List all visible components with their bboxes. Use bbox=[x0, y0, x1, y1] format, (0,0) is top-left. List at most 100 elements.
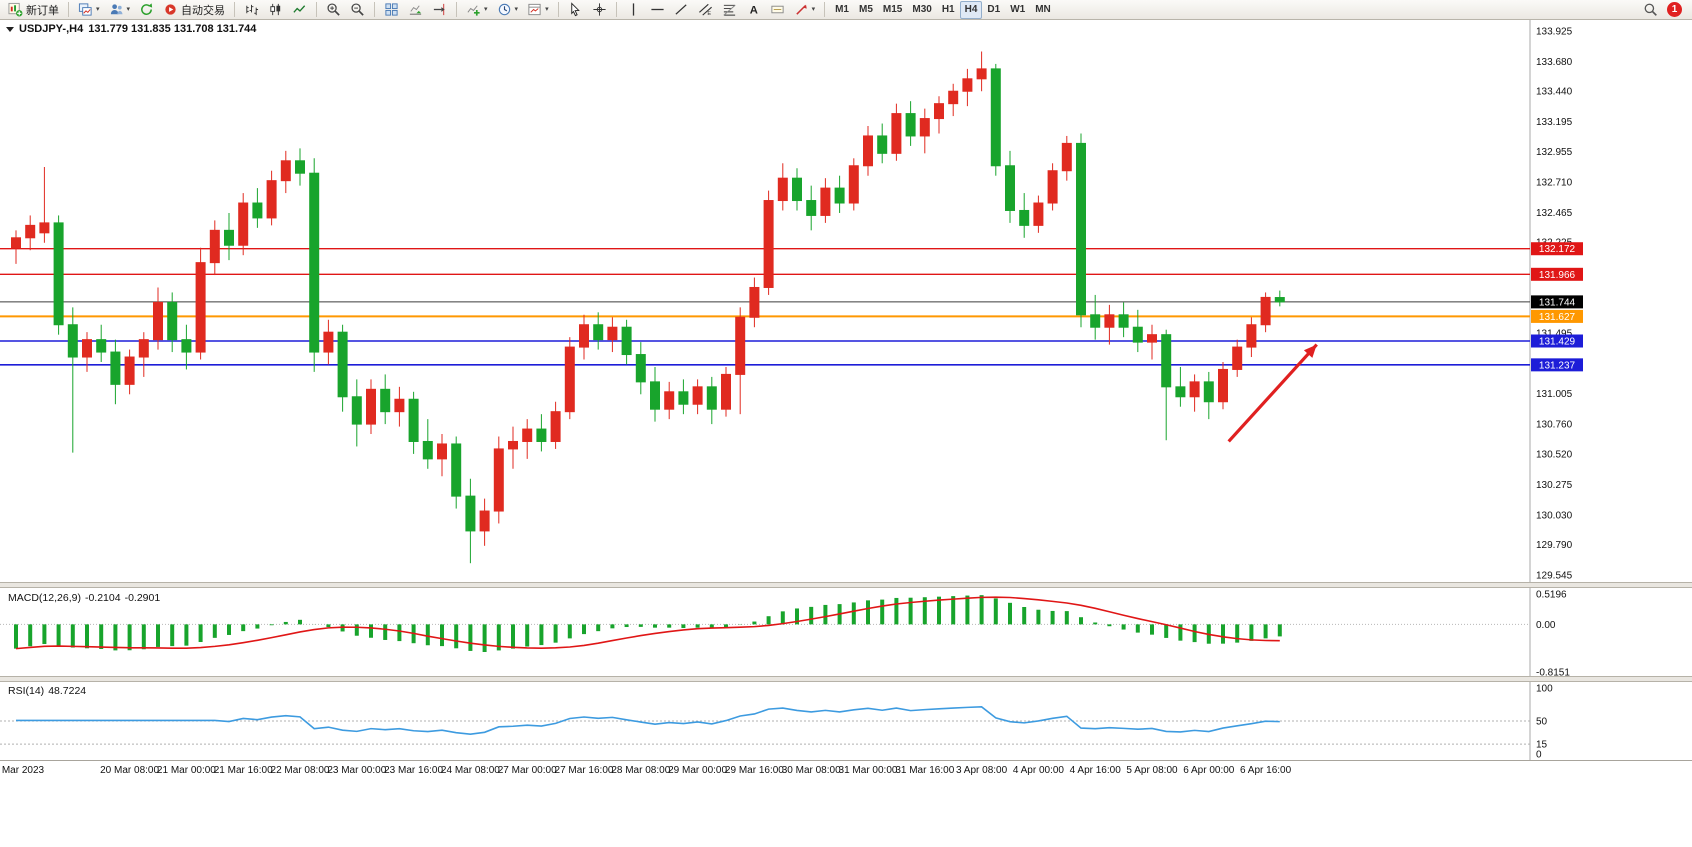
periods-caret: ▾ bbox=[514, 6, 519, 13]
cursor-button[interactable] bbox=[564, 1, 587, 19]
clock-icon bbox=[498, 3, 510, 16]
zoom-out-button[interactable] bbox=[346, 1, 369, 19]
svg-text:131.966: 131.966 bbox=[1539, 270, 1576, 281]
profiles-caret: ▾ bbox=[126, 6, 131, 13]
pane-separator[interactable] bbox=[0, 676, 1692, 682]
time-axis-label: 31 Mar 16:00 bbox=[895, 765, 955, 776]
candlestick-chart[interactable]: 133.925 133.680 133.440 133.195 132.955 132.7… bbox=[0, 20, 1692, 582]
timeframe-button-D1[interactable]: D1 bbox=[982, 1, 1005, 19]
svg-text:131.495: 131.495 bbox=[1536, 328, 1573, 339]
macd-pane[interactable]: 0.5196 0.00 -0.8151 bbox=[0, 588, 1692, 676]
timeframe-button-H1[interactable]: H1 bbox=[937, 1, 960, 19]
templates-icon bbox=[528, 3, 541, 16]
time-axis-label: 5 Apr 08:00 bbox=[1126, 765, 1178, 776]
tile-windows-icon bbox=[385, 3, 398, 16]
chart-ohlc-readout: 131.779 131.835 131.708 131.744 bbox=[88, 23, 257, 35]
chart-shift-icon bbox=[433, 3, 445, 16]
chart-shift-button[interactable] bbox=[428, 1, 451, 19]
macd-name: MACD(12,26,9) bbox=[8, 592, 81, 604]
rsi-value: 48.7224 bbox=[48, 685, 87, 697]
bar-chart-icon bbox=[246, 4, 259, 16]
crosshair-button[interactable] bbox=[588, 1, 611, 19]
notifications-button[interactable]: 1 bbox=[1663, 1, 1688, 19]
vertical-line-button[interactable] bbox=[622, 1, 645, 19]
autotrading-button[interactable]: 自动交易 bbox=[159, 1, 229, 19]
vertical-line-icon bbox=[632, 3, 634, 16]
crosshair-icon bbox=[592, 3, 606, 16]
tile-windows-button[interactable] bbox=[380, 1, 403, 19]
one-click-trading-toggle[interactable] bbox=[6, 26, 14, 32]
time-axis-label: 31 Mar 00:00 bbox=[838, 765, 898, 776]
svg-text:132.172: 132.172 bbox=[1539, 244, 1576, 255]
trend-arrow-annotation bbox=[1303, 344, 1317, 358]
time-axis-label: 24 Mar 08:00 bbox=[440, 765, 500, 776]
autotrading-label: 自动交易 bbox=[181, 4, 226, 17]
trendline-button[interactable] bbox=[670, 1, 693, 19]
templates-button[interactable]: ▾ bbox=[523, 1, 553, 19]
chart-symbol-period: USDJPY-,H4 bbox=[19, 23, 84, 35]
toolbar-separator bbox=[234, 2, 236, 17]
bar-chart-button[interactable] bbox=[240, 1, 263, 19]
timeframe-button-W1[interactable]: W1 bbox=[1005, 1, 1030, 19]
svg-text:-0.8151: -0.8151 bbox=[1536, 668, 1570, 677]
notification-badge: 1 bbox=[1667, 2, 1682, 17]
svg-text:133.680: 133.680 bbox=[1536, 57, 1573, 68]
new-order-label: 新订单 bbox=[26, 4, 59, 17]
horizontal-line-button[interactable] bbox=[646, 1, 669, 19]
profiles-icon bbox=[110, 4, 123, 15]
time-axis-label: 6 Apr 00:00 bbox=[1183, 765, 1235, 776]
zoom-in-icon bbox=[327, 3, 340, 16]
indicators-caret: ▾ bbox=[484, 6, 488, 13]
autotrading-icon bbox=[165, 4, 176, 15]
periods-button[interactable]: ▾ bbox=[493, 1, 523, 19]
svg-text:0: 0 bbox=[1536, 750, 1542, 761]
main-toolbar: 新订单 ▾ ▾ 自动交易 bbox=[0, 0, 1692, 20]
timeframe-button-M30[interactable]: M30 bbox=[907, 1, 936, 19]
fibonacci-icon bbox=[723, 4, 736, 16]
fibonacci-button[interactable] bbox=[718, 1, 741, 19]
timeframe-button-M5[interactable]: M5 bbox=[854, 1, 878, 19]
svg-text:100: 100 bbox=[1536, 684, 1553, 695]
timeframe-toolbar: M1 M5 M15 M30 H1 H4 D1 W1 MN bbox=[830, 0, 1056, 19]
time-axis-label: 30 Mar 08:00 bbox=[781, 765, 841, 776]
svg-text:0.00: 0.00 bbox=[1536, 620, 1556, 631]
time-axis-label: 17 Mar 2023 bbox=[0, 765, 45, 776]
candlestick-button[interactable] bbox=[264, 1, 287, 19]
zoom-out-icon bbox=[351, 3, 364, 16]
rsi-pane[interactable]: 100 50 150 bbox=[0, 682, 1692, 760]
text-label-icon bbox=[770, 5, 784, 14]
text-button[interactable]: A bbox=[742, 1, 765, 19]
pane-separator[interactable] bbox=[0, 582, 1692, 588]
horizontal-line-icon bbox=[650, 8, 664, 11]
channel-button[interactable]: E bbox=[694, 1, 717, 19]
equidistant-channel-icon: E bbox=[698, 3, 712, 17]
timeframe-button-H4[interactable]: H4 bbox=[959, 0, 983, 19]
text-icon: A bbox=[749, 5, 757, 17]
timeframe-button-M15[interactable]: M15 bbox=[878, 1, 907, 19]
indicators-button[interactable]: ▾ bbox=[462, 1, 492, 19]
svg-text:133.195: 133.195 bbox=[1536, 117, 1573, 128]
svg-text:E: E bbox=[707, 11, 711, 17]
timeframe-button-MN[interactable]: MN bbox=[1030, 1, 1056, 19]
line-chart-button[interactable] bbox=[288, 1, 311, 19]
time-axis-label: 29 Mar 16:00 bbox=[724, 765, 784, 776]
label-button[interactable] bbox=[766, 1, 789, 19]
trendline-icon bbox=[675, 4, 687, 15]
rsi-label: RSI(14) 48.7224 bbox=[8, 685, 90, 697]
profiles-button[interactable]: ▾ bbox=[105, 1, 135, 19]
svg-text:130.520: 130.520 bbox=[1536, 449, 1573, 460]
svg-text:131.429: 131.429 bbox=[1539, 337, 1576, 348]
svg-text:133.440: 133.440 bbox=[1536, 87, 1573, 98]
zoom-in-button[interactable] bbox=[322, 1, 345, 19]
refresh-button[interactable] bbox=[135, 1, 158, 19]
auto-scroll-button[interactable] bbox=[404, 1, 427, 19]
chart-region: 133.925 133.680 133.440 133.195 132.955 132.7… bbox=[0, 20, 1692, 847]
shapes-button[interactable]: ▾ bbox=[790, 1, 820, 19]
refresh-icon bbox=[141, 3, 153, 15]
new-order-button[interactable]: 新订单 bbox=[4, 1, 63, 19]
search-button[interactable] bbox=[1639, 1, 1662, 19]
charts-button[interactable]: ▾ bbox=[74, 1, 104, 19]
timeframe-button-M1[interactable]: M1 bbox=[830, 1, 854, 19]
